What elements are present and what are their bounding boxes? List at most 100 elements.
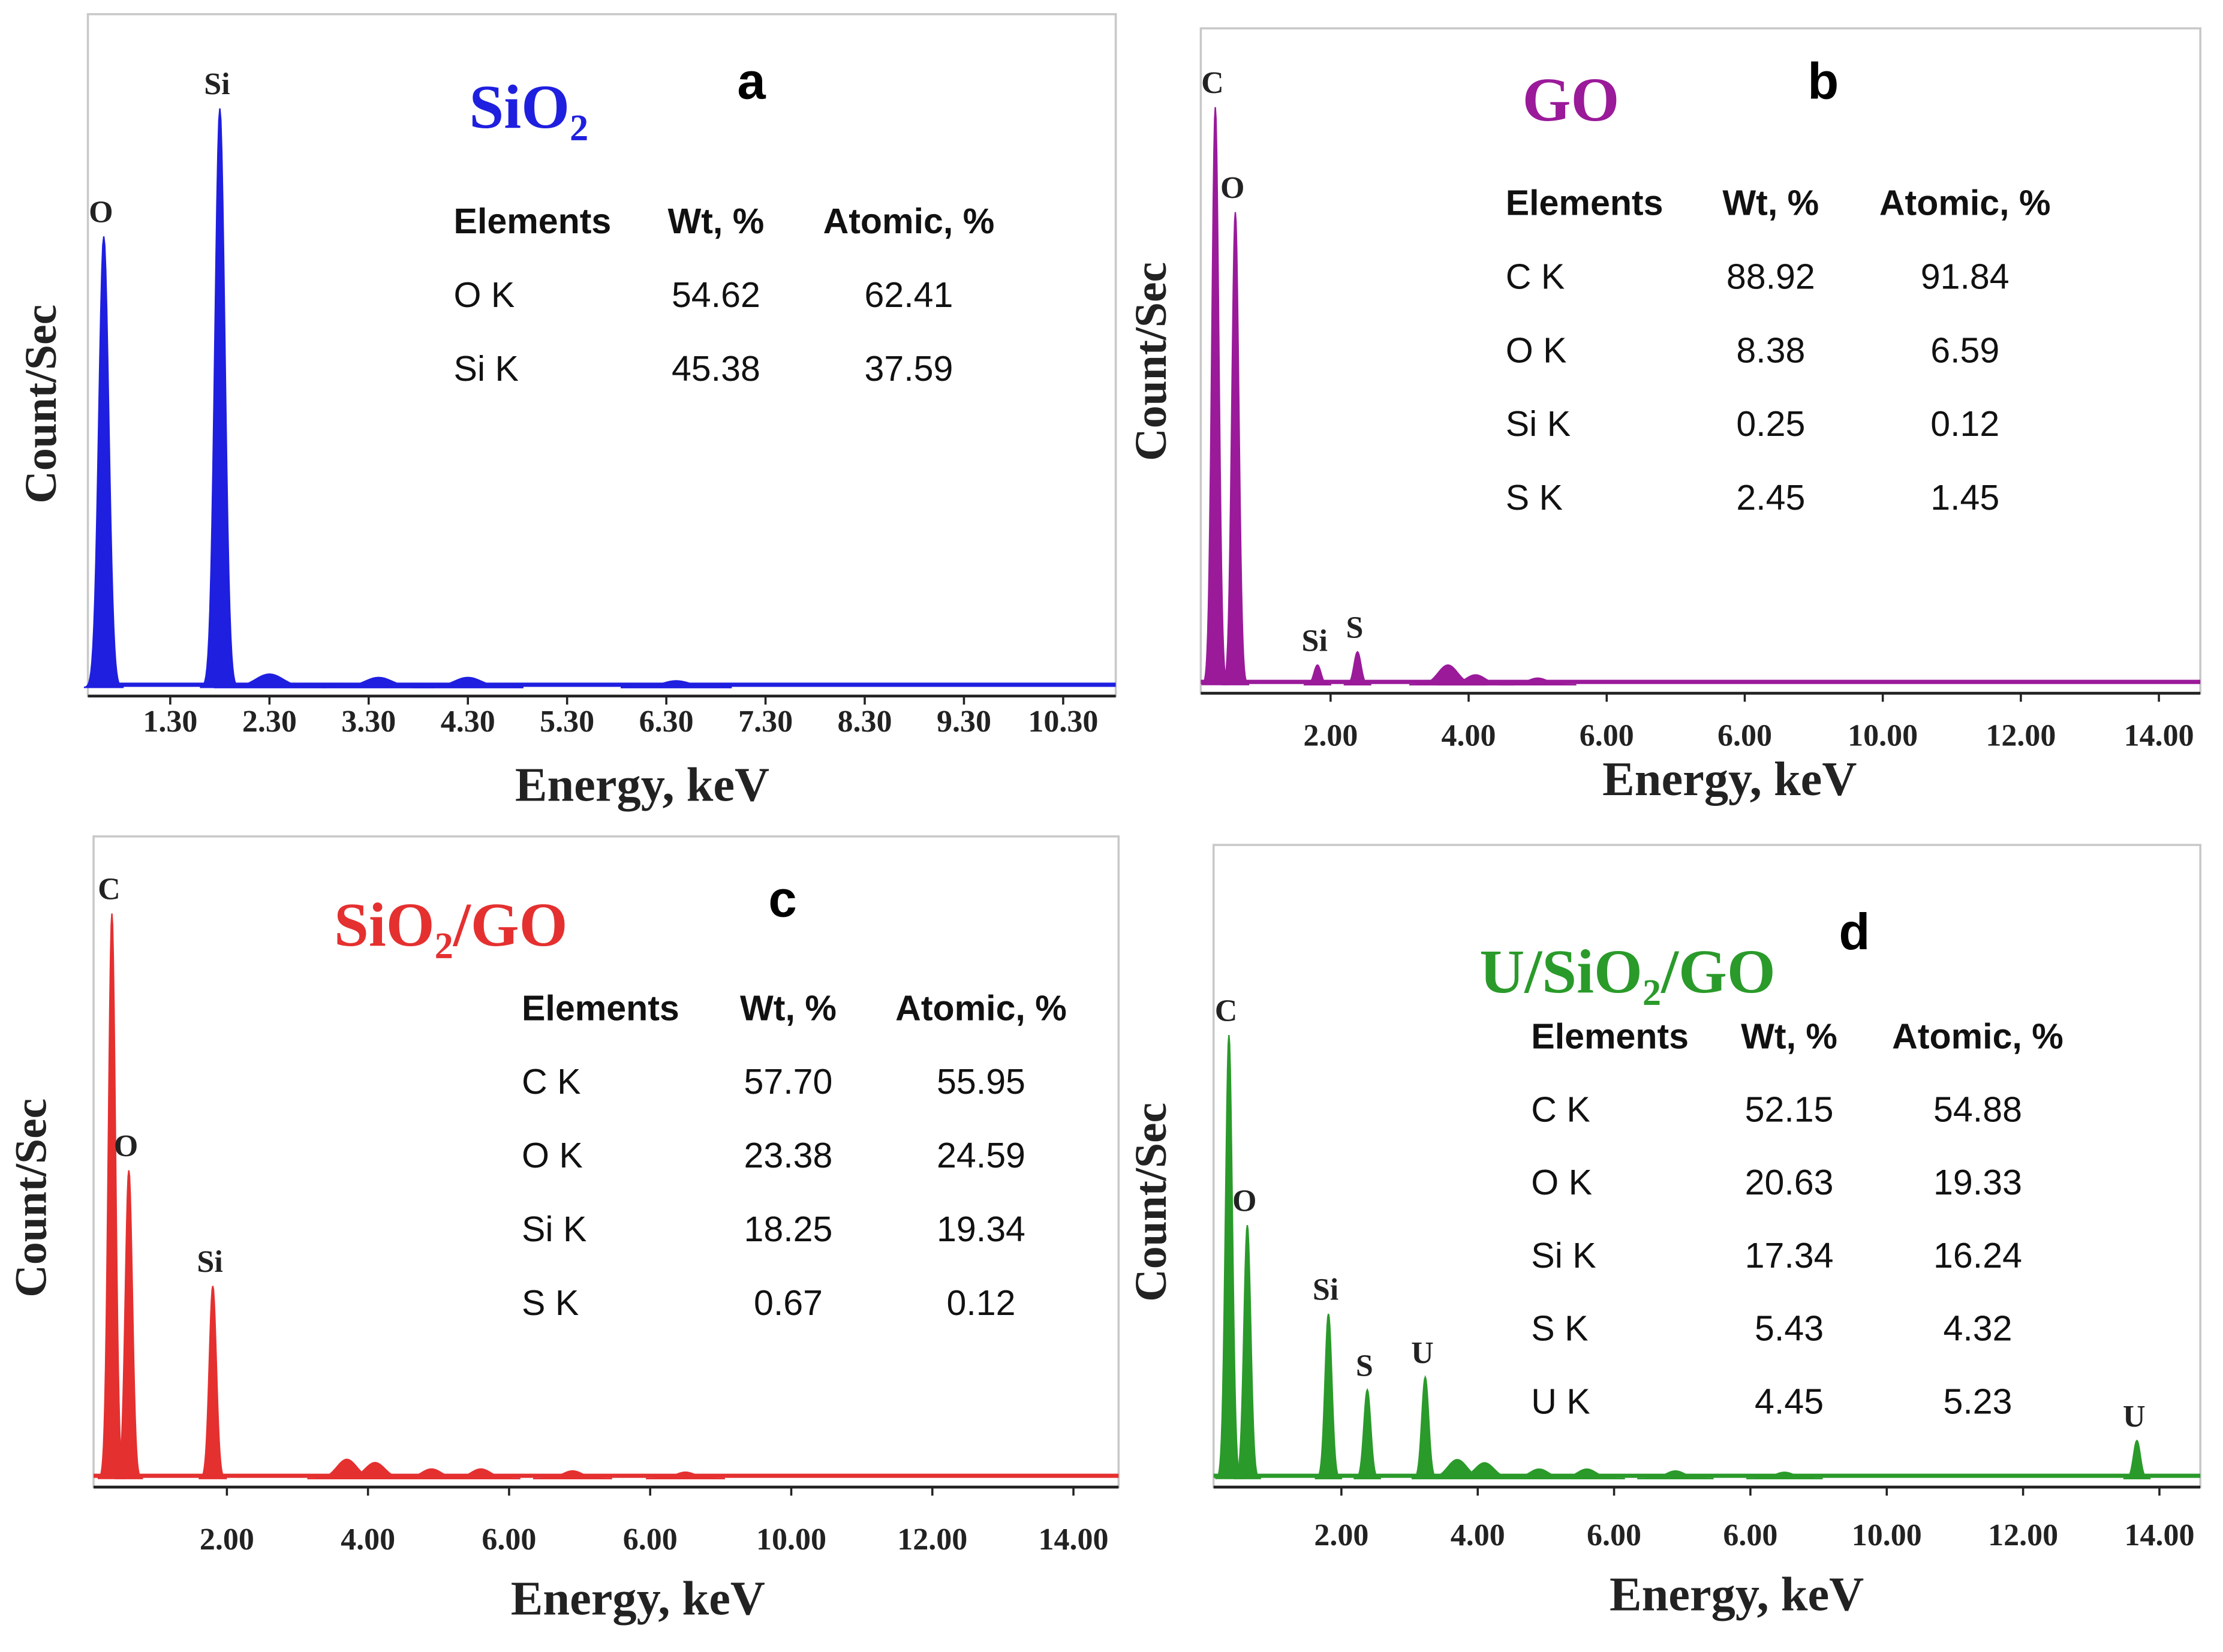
spectrum-peak [646, 1471, 725, 1480]
spectrum-peak [533, 1470, 612, 1480]
table-cell: Si K [1531, 1235, 1596, 1275]
panel-title: SiO₂/GO [334, 890, 568, 959]
x-tick-label: 14.00 [2124, 1518, 2194, 1552]
x-tick-label: 4.00 [1451, 1518, 1505, 1552]
table-cell: 0.12 [1930, 404, 1999, 444]
spectrum-peak [1353, 1388, 1381, 1479]
table-cell: 5.23 [1943, 1381, 2012, 1421]
table-cell: Si K [522, 1209, 586, 1249]
table-cell: 0.25 [1736, 404, 1805, 444]
table-cell: 57.70 [744, 1061, 833, 1102]
table-header: Atomic, % [823, 201, 995, 241]
table-cell: 24.59 [937, 1135, 1025, 1175]
spectrum-peak [1221, 212, 1250, 685]
table-cell: 54.88 [1933, 1089, 2022, 1129]
x-tick-label: 2.00 [1303, 719, 1358, 753]
table-cell: S K [1506, 477, 1563, 517]
spectrum-peak [97, 913, 127, 1479]
x-tick-label: 10.00 [1852, 1518, 1922, 1552]
table-cell: 19.33 [1933, 1162, 2022, 1202]
spectrum-peak [1215, 1035, 1243, 1479]
peak-label: Si [1302, 624, 1328, 658]
x-tick-label: 12.00 [1988, 1518, 2058, 1552]
table-cell: Si K [1506, 404, 1571, 444]
table-cell: 62.41 [864, 275, 953, 315]
table-cell: 0.12 [946, 1283, 1015, 1323]
peak-label: Si [197, 1245, 222, 1279]
spectrum-peak [115, 1170, 143, 1479]
x-tick-label: 2.00 [200, 1522, 254, 1557]
table-cell: C K [1506, 256, 1565, 296]
table-cell: 0.67 [754, 1283, 823, 1323]
table-cell: O K [454, 275, 515, 315]
x-tick-label: 12.00 [1986, 719, 2056, 753]
peak-label: O [114, 1129, 138, 1163]
spectrum-peak [1234, 1224, 1261, 1479]
peak-label: C [1201, 66, 1224, 100]
table-cell: 19.34 [937, 1209, 1025, 1249]
spectrum-peak [1303, 664, 1332, 686]
table-cell: S K [522, 1283, 579, 1323]
peak-label: S [1356, 1349, 1373, 1383]
x-tick-label: 14.00 [1039, 1522, 1109, 1557]
table-cell: 5.43 [1755, 1308, 1824, 1349]
spectrum-peak [1314, 1313, 1343, 1479]
x-axis-label: Energy, keV [511, 1572, 765, 1625]
x-tick-label: 4.30 [441, 705, 495, 739]
table-cell: O K [1506, 330, 1567, 370]
table-header: Elements [1531, 1016, 1689, 1057]
x-tick-label: 2.00 [1314, 1518, 1368, 1552]
table-cell: 52.15 [1745, 1089, 1834, 1129]
table-cell: Si K [454, 348, 519, 389]
spectrum-peak [1746, 1472, 1823, 1480]
panel-letter: a [737, 53, 766, 110]
x-axis-label: Energy, keV [1602, 753, 1857, 806]
x-tick-label: 4.00 [1442, 719, 1496, 753]
x-tick-label: 12.00 [897, 1522, 967, 1557]
panel-title: GO [1523, 65, 1620, 134]
table-header: Atomic, % [895, 988, 1067, 1028]
y-axis-label: Count/Sec [1126, 262, 1176, 461]
table-cell: S K [1531, 1308, 1588, 1349]
spectrum-peak [83, 236, 124, 688]
table-header: Wt, % [1741, 1016, 1837, 1057]
x-tick-label: 6.00 [482, 1522, 536, 1557]
x-tick-label: 2.30 [242, 705, 297, 739]
peak-label: O [89, 195, 113, 230]
table-cell: C K [1531, 1089, 1590, 1129]
table-cell: 16.24 [1933, 1235, 2022, 1275]
table-header: Wt, % [1722, 182, 1819, 222]
table-cell: 17.34 [1745, 1235, 1834, 1275]
peak-label: U [2123, 1400, 2146, 1434]
table-cell: 8.38 [1736, 330, 1805, 370]
table-cell: 91.84 [1921, 256, 2010, 296]
panel-title: SiO₂ [469, 72, 588, 142]
x-tick-label: 9.30 [937, 705, 991, 739]
x-tick-label: 10.00 [756, 1522, 826, 1557]
table-cell: 4.32 [1943, 1308, 2012, 1349]
y-axis-label: Count/Sec [6, 1099, 56, 1298]
table-header: Wt, % [740, 988, 837, 1028]
plot-frame [86, 13, 1117, 697]
spectrum-peak [200, 108, 240, 688]
x-tick-label: 6.00 [1580, 719, 1634, 753]
spectrum-peak [213, 673, 325, 688]
y-axis-label: Count/Sec [1126, 1103, 1176, 1302]
table-cell: 6.59 [1930, 330, 1999, 370]
peak-label: Si [204, 67, 230, 101]
peak-label: S [1346, 611, 1364, 645]
spectrum-peak [1548, 1468, 1625, 1480]
table-cell: 88.92 [1726, 256, 1815, 296]
table-header: Wt, % [667, 201, 764, 241]
spectrum-peak [1343, 651, 1371, 686]
table-header: Elements [454, 201, 612, 241]
spectrum-peak [1637, 1470, 1714, 1480]
x-tick-label: 6.00 [1723, 1518, 1777, 1552]
table-cell: 55.95 [937, 1061, 1025, 1102]
table-cell: 37.59 [864, 348, 953, 389]
panel-title: U/SiO₂/GO [1479, 937, 1776, 1006]
table-cell: 2.45 [1736, 477, 1805, 517]
x-tick-label: 3.30 [341, 705, 396, 739]
x-tick-label: 14.00 [2124, 719, 2194, 753]
